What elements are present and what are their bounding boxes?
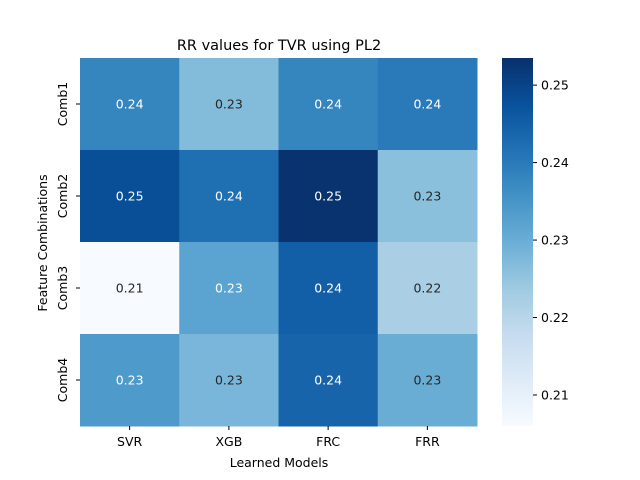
heatmap-cell [278,242,379,335]
heatmap-cells [80,58,478,427]
heatmap-cell [80,242,180,335]
y-tick-label: Comb3 [55,266,70,310]
heatmap-cell [179,334,279,427]
colorbar-tick-label: 0.22 [541,310,569,325]
cell-value-label: 0.23 [116,373,144,388]
heatmap-cell [377,242,478,335]
x-tick-label: SVR [117,434,142,449]
heatmap-cell [377,334,478,427]
cell-value-label: 0.25 [314,189,342,204]
y-axis-ticks: Comb1 Comb2 Comb3 Comb4 [55,82,80,402]
colorbar-tick-label: 0.23 [541,233,569,248]
y-tick-label: Comb2 [55,174,70,218]
x-tick-label: FRC [316,434,340,449]
colorbar [502,58,533,426]
cell-value-label: 0.23 [215,97,243,112]
heatmap-cell [179,58,279,151]
colorbar-ticks: 0.21 0.22 0.23 0.24 0.25 [533,78,569,403]
cell-value-label: 0.23 [215,281,243,296]
cell-value-label: 0.24 [215,189,243,204]
heatmap-cell [80,334,180,427]
heatmap-cell [80,150,180,243]
x-axis-label: Learned Models [230,455,329,470]
heatmap-cell [278,58,379,151]
heatmap-cell [80,58,180,151]
heatmap-cell [179,150,279,243]
y-axis-label: Feature Combinations [35,174,50,311]
cell-value-label: 0.24 [314,373,342,388]
heatmap-cell [278,334,379,427]
cell-value-label: 0.24 [314,97,342,112]
cell-value-label: 0.21 [116,281,144,296]
y-tick-label: Comb4 [55,358,70,402]
heatmap-cell [179,242,279,335]
cell-value-label: 0.24 [116,97,144,112]
heatmap-cell [278,150,379,243]
cell-value-label: 0.22 [413,281,441,296]
cell-labels: 0.24 0.23 0.24 0.24 0.25 0.24 0.25 0.23 0.21 0.23… [116,97,442,388]
heatmap-cell [377,150,478,243]
colorbar-tick-label: 0.21 [541,388,569,403]
cell-value-label: 0.24 [314,281,342,296]
x-tick-label: XGB [215,434,242,449]
x-axis-ticks: SVR XGB FRC FRR [117,426,440,449]
heatmap-cell [377,58,478,151]
colorbar-tick-label: 0.25 [541,78,569,93]
cell-value-label: 0.25 [116,189,144,204]
colorbar-tick-label: 0.24 [541,155,569,170]
chart-title: RR values for TVR using PL2 [177,38,381,54]
cell-value-label: 0.23 [413,373,441,388]
cell-value-label: 0.24 [413,97,441,112]
cell-value-label: 0.23 [413,189,441,204]
x-tick-label: FRR [415,434,440,449]
cell-value-label: 0.23 [215,373,243,388]
y-tick-label: Comb1 [55,82,70,126]
